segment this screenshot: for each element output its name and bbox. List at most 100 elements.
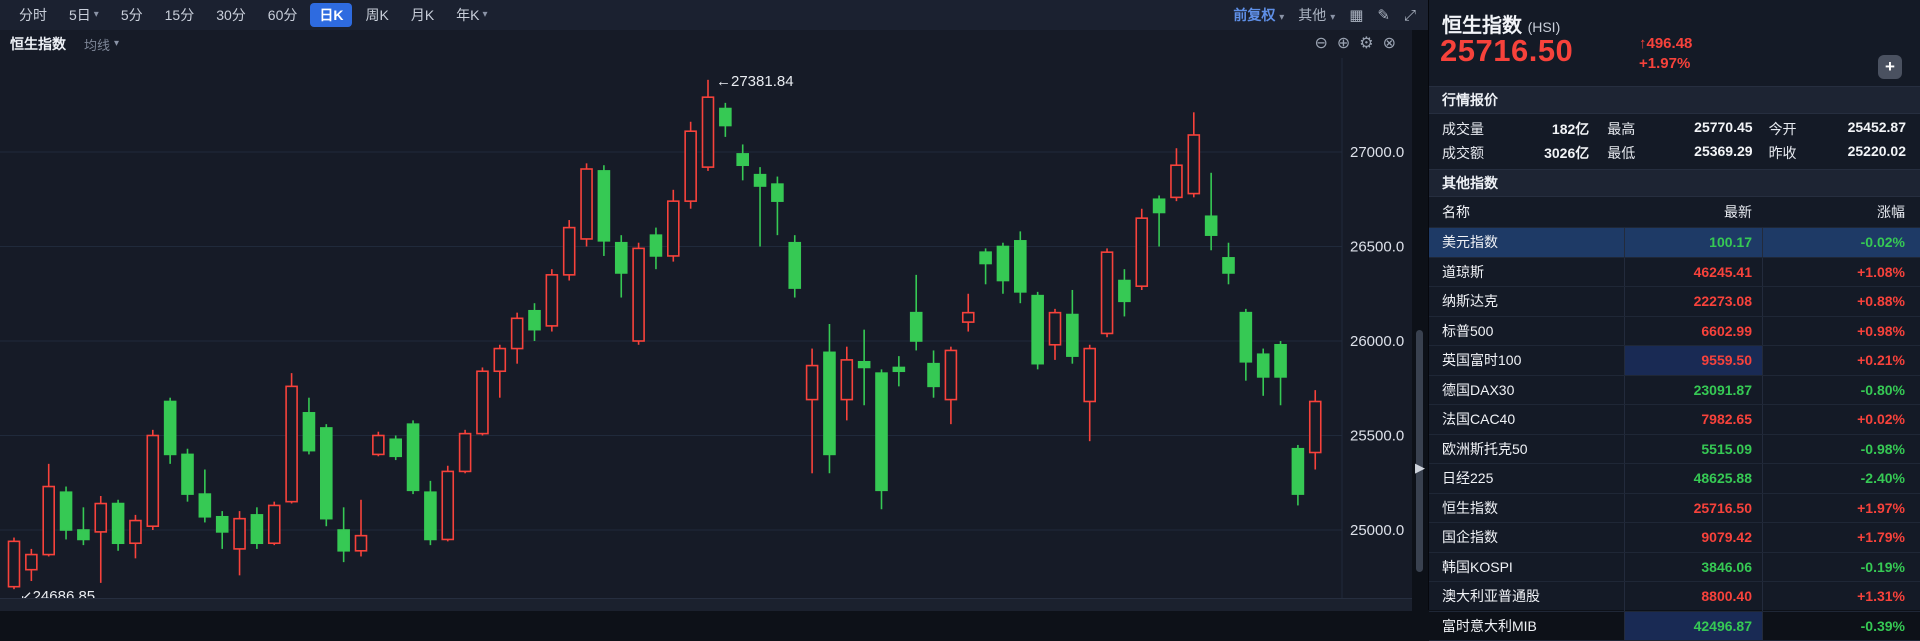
- candle-body: [1050, 313, 1061, 345]
- candle-body: [824, 352, 835, 454]
- candle-body: [338, 530, 349, 551]
- period-tab-60分[interactable]: 60分: [259, 3, 307, 27]
- period-tab-周K[interactable]: 周K: [356, 3, 397, 27]
- adjust-type-dropdown[interactable]: 前复权 ▾: [1233, 5, 1284, 25]
- period-tab-年K[interactable]: 年K▾: [447, 3, 496, 27]
- indices-section-header: 其他指数: [1429, 170, 1920, 197]
- period-tab-分时[interactable]: 分时: [10, 3, 56, 27]
- scrollbar-thumb[interactable]: [1416, 330, 1423, 572]
- period-tab-15分[interactable]: 15分: [156, 3, 204, 27]
- quote-panel: 恒生指数 (HSI) 25716.50 ↑496.48 +1.97% + 行情报…: [1428, 0, 1920, 610]
- high-annotation: ←27381.84: [716, 73, 794, 90]
- candle-body: [130, 521, 141, 544]
- index-latest-cell: 100.17: [1624, 228, 1762, 257]
- quote-value: 25369.29: [1694, 143, 1752, 163]
- index-change-cell: +1.08%: [1762, 258, 1920, 287]
- candle-body: [460, 434, 471, 472]
- index-change-cell: +0.98%: [1762, 317, 1920, 346]
- other-dropdown[interactable]: 其他 ▾: [1298, 5, 1335, 25]
- index-name-cell: 欧洲斯托克50: [1429, 439, 1624, 459]
- candle-body: [1015, 241, 1026, 292]
- period-tab-5日[interactable]: 5日▾: [60, 3, 108, 27]
- chevron-down-icon: ▾: [483, 10, 488, 20]
- chevron-down-icon: ▾: [1279, 12, 1284, 23]
- candle-body: [1292, 449, 1303, 494]
- index-change-cell: +0.21%: [1762, 346, 1920, 375]
- candle-body: [390, 439, 401, 456]
- candle-body: [859, 362, 870, 368]
- candle-body: [494, 349, 505, 372]
- candle-body: [911, 313, 922, 341]
- quote-value: 182亿: [1552, 119, 1589, 139]
- quote-label: 今开: [1769, 119, 1797, 139]
- candle-body: [1154, 199, 1165, 212]
- candle-body: [529, 311, 540, 330]
- ma-overlay-dropdown[interactable]: 均线 ▾: [66, 35, 119, 54]
- candle-body: [928, 364, 939, 387]
- period-tab-30分[interactable]: 30分: [207, 3, 255, 27]
- candle-body: [650, 235, 661, 256]
- panel-collapse-arrow-icon[interactable]: ▶: [1412, 460, 1428, 476]
- candle-body: [546, 275, 557, 326]
- quote-value: 25452.87: [1848, 119, 1906, 139]
- period-tab-5分[interactable]: 5分: [112, 3, 152, 27]
- expand-icon[interactable]: ⤢: [1404, 7, 1416, 24]
- candle-body: [182, 454, 193, 494]
- candle-body: [1310, 401, 1321, 452]
- add-to-watchlist-button[interactable]: +: [1878, 55, 1902, 79]
- up-arrow-icon: ↑: [1639, 35, 1647, 52]
- index-latest-cell: 42496.87: [1624, 612, 1762, 641]
- quote-label: 成交量: [1442, 119, 1484, 139]
- candle-body: [720, 109, 731, 126]
- candle-body: [269, 505, 280, 543]
- grid-layout-icon[interactable]: ▦: [1349, 6, 1363, 24]
- index-name-cell: 国企指数: [1429, 527, 1624, 547]
- chart-subheader: 恒生指数 均线 ▾ ⊖ ⊕ ⚙ ⊗: [0, 30, 1412, 58]
- y-axis-label: 25000.0: [1350, 522, 1404, 539]
- brush-icon[interactable]: ✎: [1377, 6, 1390, 24]
- candle-body: [234, 519, 245, 549]
- index-latest-cell: 9559.50: [1624, 346, 1762, 375]
- candle-body: [1171, 165, 1182, 197]
- candle-body: [581, 169, 592, 239]
- period-tab-月K[interactable]: 月K: [402, 3, 443, 27]
- gear-icon[interactable]: ⚙: [1359, 36, 1373, 52]
- index-change-cell: +1.79%: [1762, 523, 1920, 552]
- col-header-change: 涨幅: [1762, 197, 1920, 227]
- index-latest-cell: 23091.87: [1624, 376, 1762, 405]
- candle-body: [841, 360, 852, 400]
- other-label: 其他: [1298, 7, 1326, 23]
- index-latest-cell: 3846.06: [1624, 553, 1762, 582]
- candlestick-chart[interactable]: 27000.026500.026000.025500.025000.0←2738…: [0, 58, 1412, 610]
- zoom-in-icon[interactable]: ⊕: [1337, 36, 1350, 52]
- col-header-name: 名称: [1429, 202, 1624, 222]
- candle-body: [564, 228, 575, 275]
- index-change-pct: +1.97%: [1639, 54, 1692, 74]
- index-name-cell: 澳大利亚普通股: [1429, 586, 1624, 606]
- index-name-cell: 道琼斯: [1429, 262, 1624, 282]
- chevron-down-icon: ▾: [114, 39, 119, 49]
- period-tab-日K[interactable]: 日K: [310, 3, 352, 27]
- close-icon[interactable]: ⊗: [1383, 36, 1396, 52]
- zoom-out-icon[interactable]: ⊖: [1314, 36, 1327, 52]
